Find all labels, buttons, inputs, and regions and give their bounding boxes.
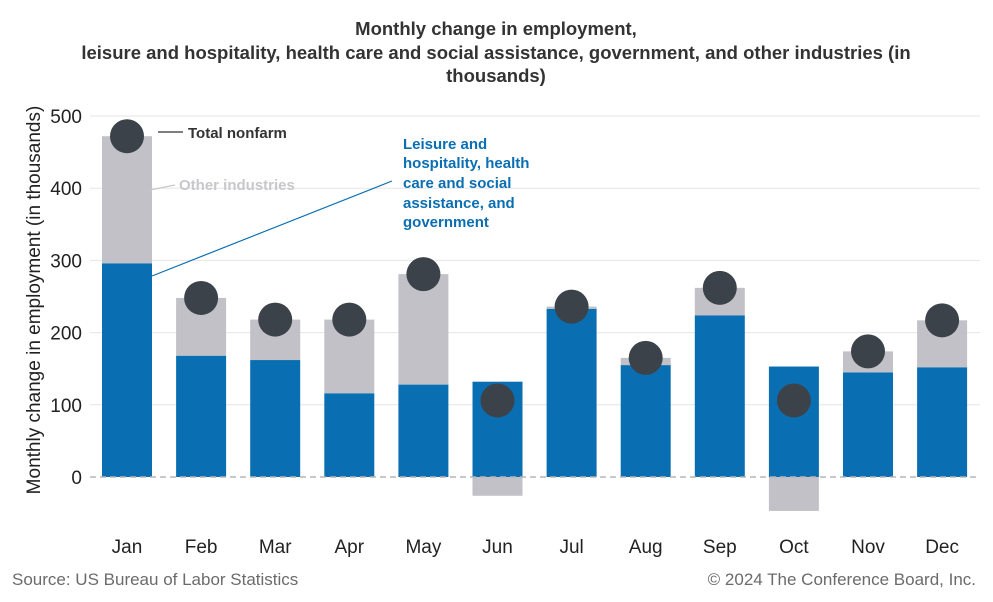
gridlines	[90, 115, 980, 406]
bar-leisure-aug	[620, 365, 671, 477]
marker-total-feb	[184, 280, 219, 315]
x-tick-label-jan: Jan	[112, 537, 143, 558]
bar-leisure-dec	[917, 367, 968, 477]
bar-leisure-may	[398, 384, 449, 477]
marker-total-sep	[702, 270, 737, 305]
x-tick-label-sep: Sep	[703, 537, 737, 558]
x-tick-label-dec: Dec	[925, 537, 959, 558]
marker-total-apr	[332, 302, 367, 337]
x-tick-label-nov: Nov	[851, 537, 885, 558]
y-axis-label: Monthly change in employment (in thousan…	[24, 106, 45, 495]
y-tick-label: 100	[50, 396, 82, 417]
marker-total-jul	[554, 289, 589, 324]
marker-total-aug	[628, 340, 663, 375]
annotation-leisure-line-4: assistance, and	[403, 195, 515, 212]
x-tick-label-apr: Apr	[335, 537, 365, 558]
annotation-leisure-line-3: care and social	[403, 175, 511, 192]
other-leader-line	[149, 184, 176, 191]
bar-leisure-nov	[843, 372, 893, 477]
bar-other-oct	[768, 477, 819, 511]
bar-leisure-jan	[102, 263, 152, 477]
copyright-note: © 2024 The Conference Board, Inc.	[708, 570, 976, 589]
x-tick-label-oct: Oct	[779, 537, 809, 558]
marker-total-oct	[776, 383, 811, 418]
bar-other-jun	[472, 477, 523, 496]
bar-leisure-mar	[250, 360, 301, 477]
bar-other-may	[398, 274, 449, 385]
leisure-leader-line	[151, 180, 393, 277]
marker-total-may	[406, 257, 441, 292]
annotation-leisure-line-5: government	[403, 214, 489, 231]
title-line-2: leisure and hospitality, health care and…	[81, 42, 910, 63]
marker-total-jun	[480, 383, 515, 418]
chart-title: Monthly change in employment, leisure an…	[81, 18, 910, 86]
bar-leisure-sep	[694, 315, 745, 477]
annotations: Total nonfarm Other industries Leisure a…	[149, 125, 529, 277]
y-tick-label: 300	[50, 251, 82, 272]
x-tick-label-mar: Mar	[259, 537, 292, 558]
marker-total-dec	[925, 303, 960, 338]
total-markers	[110, 119, 960, 418]
annotation-total-nonfarm: Total nonfarm	[188, 125, 287, 142]
bar-leisure-apr	[324, 393, 375, 477]
title-line-3: thousands)	[446, 65, 546, 86]
y-tick-label: 0	[71, 468, 82, 489]
y-tick-label: 200	[50, 324, 82, 345]
marker-total-mar	[258, 302, 293, 337]
y-tick-label: 500	[50, 107, 82, 128]
source-note: Source: US Bureau of Labor Statistics	[12, 570, 298, 589]
x-tick-label-aug: Aug	[629, 537, 663, 558]
x-tick-label-may: May	[405, 537, 441, 558]
bar-leisure-feb	[176, 355, 227, 477]
bar-other-jan	[102, 136, 152, 264]
x-tick-label-jul: Jul	[559, 537, 583, 558]
bar-leisure-oct	[768, 366, 819, 477]
x-tick-label-feb: Feb	[185, 537, 218, 558]
annotation-other-industries: Other industries	[179, 177, 295, 194]
y-tick-label: 400	[50, 179, 82, 200]
title-line-1: Monthly change in employment,	[355, 18, 637, 39]
annotation-leisure-line-2: hospitality, health	[403, 155, 529, 172]
x-tick-label-jun: Jun	[482, 537, 513, 558]
annotation-leisure-line-1: Leisure and	[403, 136, 487, 153]
marker-total-jan	[110, 119, 144, 154]
bars	[102, 136, 968, 511]
x-tick-labels: Jan Feb Mar Apr May Jun Jul Aug Sep Oct Nov Dec	[112, 537, 959, 558]
marker-total-nov	[851, 334, 885, 369]
y-tick-labels: 0 100 200 300 400 500	[50, 107, 82, 489]
bar-leisure-jul	[546, 308, 597, 477]
